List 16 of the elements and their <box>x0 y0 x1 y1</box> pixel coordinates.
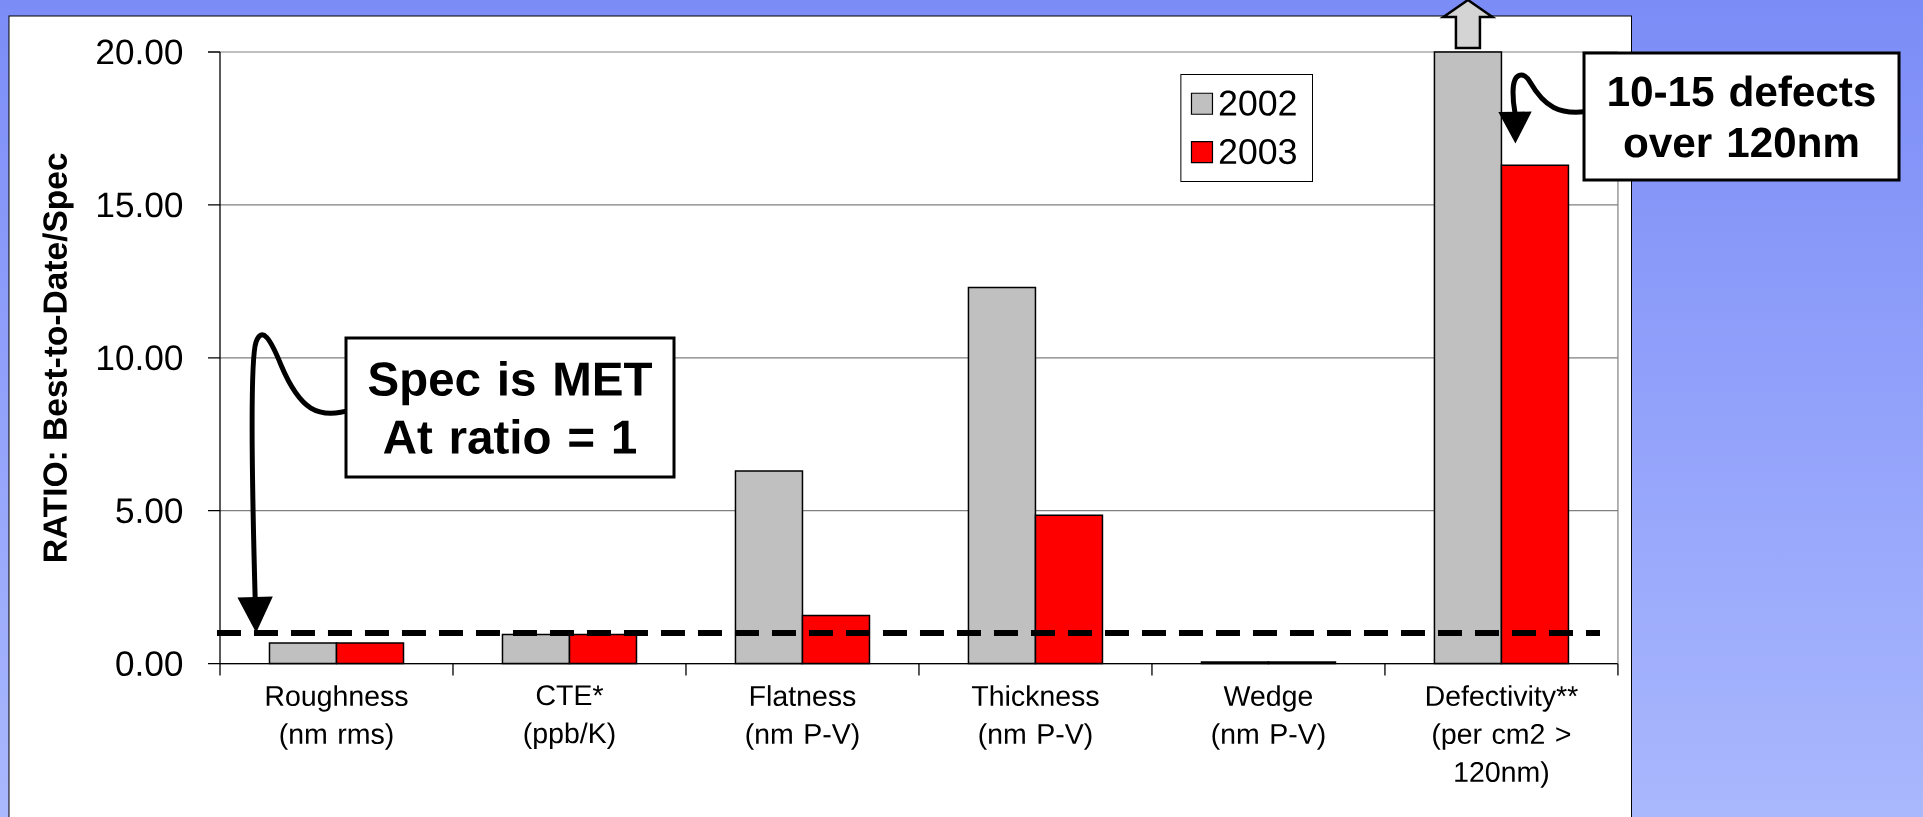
annotation: 10-15 defects over 120nm <box>1609 75 1875 158</box>
legend-label: 2003 <box>1219 138 1296 165</box>
x-tick-label: Flatness (nm P-V) <box>746 685 859 750</box>
y-tick-label: 15.00 <box>98 192 183 218</box>
y-tick-label: 20.00 <box>97 39 183 65</box>
x-tick-label: CTE* (ppb/K) <box>524 685 615 749</box>
x-tick-label: Defectivity** (per cm2 > 120nm) <box>1426 685 1578 788</box>
x-tick-label: Thickness (nm P-V) <box>971 685 1099 750</box>
y-tick-label: 0.00 <box>116 651 183 677</box>
annotation: Spec is MET At ratio = 1 <box>368 361 652 454</box>
legend-label: 2002 <box>1219 90 1296 116</box>
x-tick-label: Wedge (nm P-V) <box>1212 685 1325 750</box>
x-tick-label: Roughness (nm rms) <box>266 685 408 750</box>
y-tick-label: 5.00 <box>116 498 183 524</box>
y-axis-title: RATIO: Best-to-Date/Spec <box>42 153 74 561</box>
y-tick-label: 10.00 <box>98 345 183 371</box>
